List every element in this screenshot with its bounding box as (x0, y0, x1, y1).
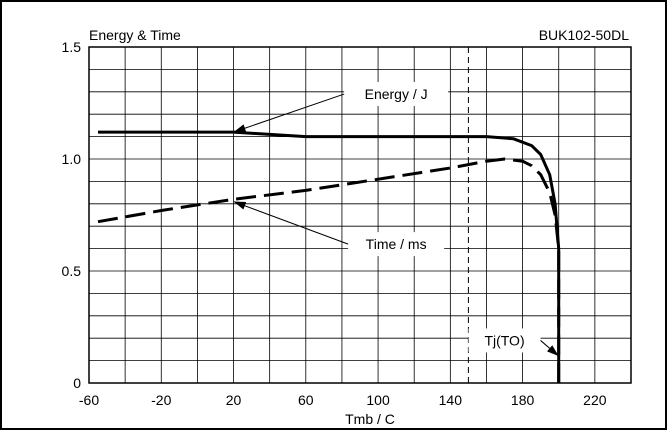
annotation-label: Time / ms (366, 236, 427, 252)
y-tick-label: 0.5 (62, 263, 82, 279)
annotation-label-bg (468, 328, 541, 353)
series-time-ms (97, 157, 561, 383)
x-tick-label: -20 (151, 392, 171, 408)
annotation-label-bg (348, 232, 445, 257)
x-tick-label: 140 (439, 392, 463, 408)
annotation-label-bg (344, 82, 449, 107)
annotation-label: Energy / J (365, 86, 428, 102)
annotation-arrowhead (233, 201, 247, 210)
y-tick-label: 1.5 (62, 39, 82, 55)
plot-frame (88, 46, 632, 384)
x-tick-label: -60 (79, 392, 99, 408)
series-energy-j (98, 130, 561, 383)
chart-title: Energy & Time (89, 27, 181, 43)
x-tick-label: 180 (511, 392, 535, 408)
annotation-arrowhead (547, 345, 559, 357)
y-tick-label: 0 (73, 375, 81, 391)
x-tick-label: 60 (298, 392, 314, 408)
annotation-arrowhead (233, 124, 247, 133)
annotations: Energy / J Time / ms Tj(TO) (233, 82, 560, 357)
x-tick-label: 100 (366, 392, 390, 408)
y-tick-label: 1.0 (62, 151, 82, 167)
tick-labels: -60 -20 20 60 100 140 180 220 0 0.5 1.0 1.5 (62, 39, 607, 408)
x-tick-label: 220 (583, 392, 607, 408)
annotation-label: Tj(TO) (484, 332, 524, 348)
annotation-leader (233, 201, 349, 245)
x-axis-label: Tmb / C (345, 411, 395, 427)
part-number: BUK102-50DL (539, 27, 629, 43)
series-layer (97, 130, 561, 383)
annotation-leader (233, 93, 345, 133)
x-tick-label: 20 (226, 392, 242, 408)
